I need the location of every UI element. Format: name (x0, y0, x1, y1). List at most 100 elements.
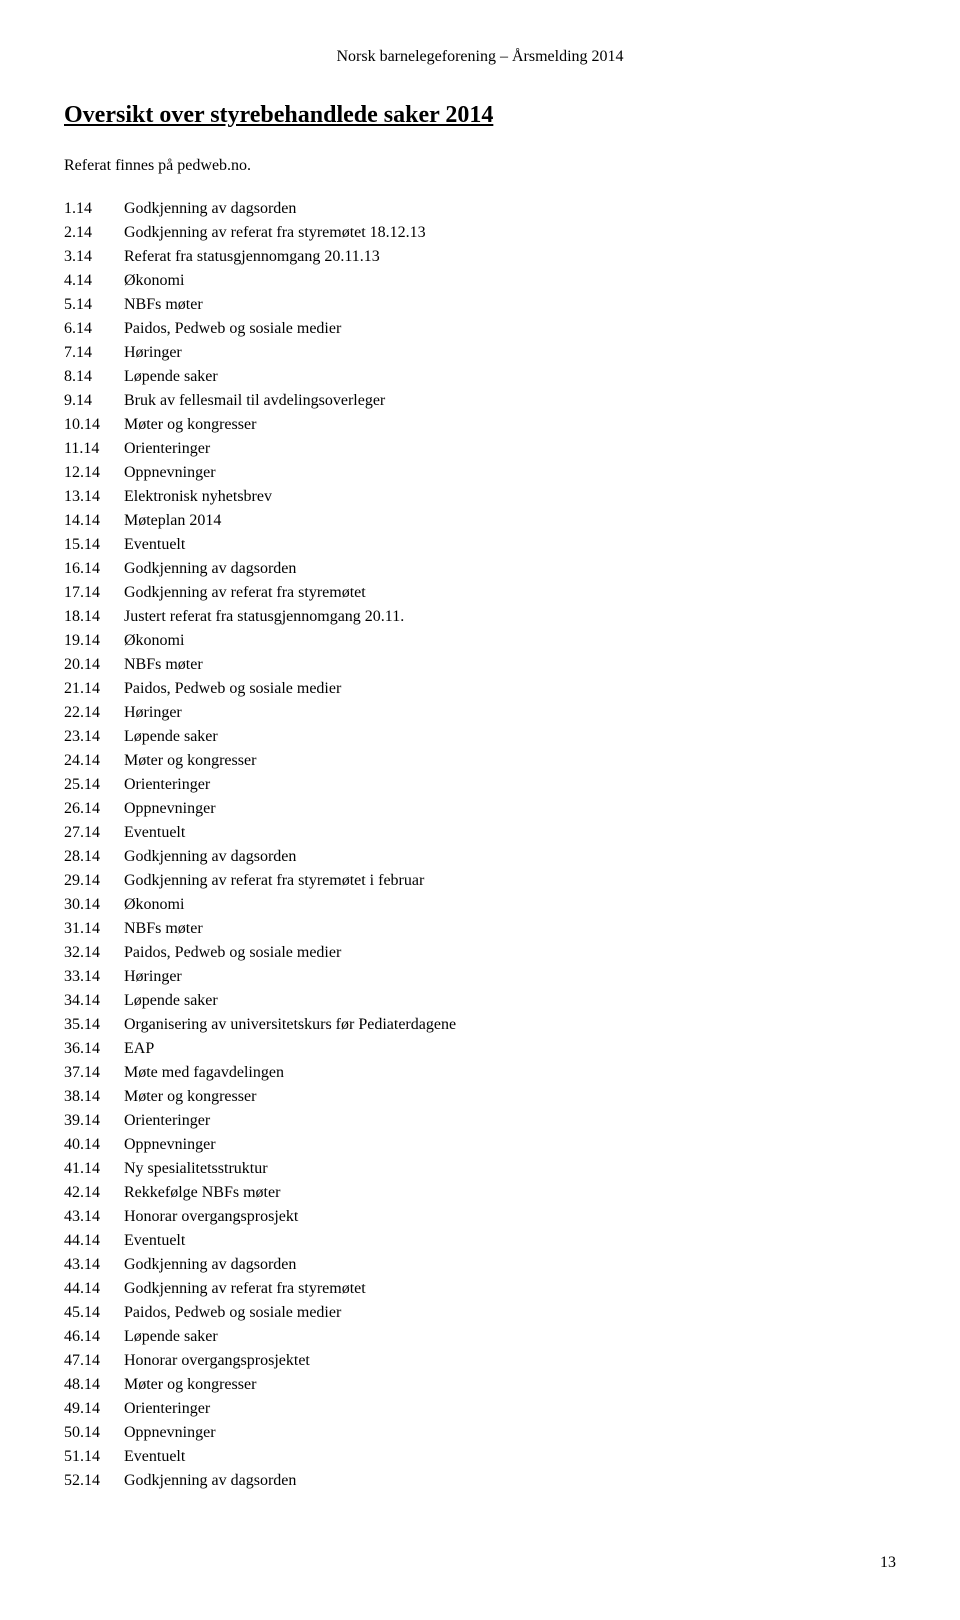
item-text: Eventuelt (124, 533, 896, 557)
list-item: 27.14Eventuelt (64, 821, 896, 845)
list-item: 48.14Møter og kongresser (64, 1373, 896, 1397)
item-number: 15.14 (64, 533, 124, 557)
page-title: Oversikt over styrebehandlede saker 2014 (64, 102, 896, 129)
item-text: Honorar overgangsprosjektet (124, 1349, 896, 1373)
list-item: 23.14Løpende saker (64, 725, 896, 749)
item-number: 33.14 (64, 965, 124, 989)
list-item: 15.14Eventuelt (64, 533, 896, 557)
item-text: Paidos, Pedweb og sosiale medier (124, 1301, 896, 1325)
item-number: 10.14 (64, 413, 124, 437)
item-number: 46.14 (64, 1325, 124, 1349)
item-list: 1.14Godkjenning av dagsorden2.14Godkjenn… (64, 197, 896, 1493)
list-item: 6.14Paidos, Pedweb og sosiale medier (64, 317, 896, 341)
item-text: Godkjenning av dagsorden (124, 1253, 896, 1277)
list-item: 52.14Godkjenning av dagsorden (64, 1469, 896, 1493)
item-number: 50.14 (64, 1421, 124, 1445)
item-text: Løpende saker (124, 725, 896, 749)
item-number: 18.14 (64, 605, 124, 629)
list-item: 47.14Honorar overgangsprosjektet (64, 1349, 896, 1373)
list-item: 36.14EAP (64, 1037, 896, 1061)
item-number: 8.14 (64, 365, 124, 389)
item-number: 4.14 (64, 269, 124, 293)
item-number: 27.14 (64, 821, 124, 845)
item-number: 38.14 (64, 1085, 124, 1109)
item-text: Godkjenning av dagsorden (124, 197, 896, 221)
item-number: 40.14 (64, 1133, 124, 1157)
list-item: 25.14Orienteringer (64, 773, 896, 797)
item-number: 36.14 (64, 1037, 124, 1061)
item-number: 11.14 (64, 437, 124, 461)
item-number: 14.14 (64, 509, 124, 533)
list-item: 46.14Løpende saker (64, 1325, 896, 1349)
item-text: Orienteringer (124, 437, 896, 461)
item-number: 7.14 (64, 341, 124, 365)
item-number: 39.14 (64, 1109, 124, 1133)
list-item: 24.14Møter og kongresser (64, 749, 896, 773)
item-number: 25.14 (64, 773, 124, 797)
item-number: 5.14 (64, 293, 124, 317)
item-text: Elektronisk nyhetsbrev (124, 485, 896, 509)
item-number: 34.14 (64, 989, 124, 1013)
list-item: 31.14NBFs møter (64, 917, 896, 941)
list-item: 39.14Orienteringer (64, 1109, 896, 1133)
item-text: Paidos, Pedweb og sosiale medier (124, 941, 896, 965)
item-text: Honorar overgangsprosjekt (124, 1205, 896, 1229)
item-text: Godkjenning av referat fra styremøtet 18… (124, 221, 896, 245)
item-text: Møteplan 2014 (124, 509, 896, 533)
item-number: 43.14 (64, 1253, 124, 1277)
item-text: Høringer (124, 341, 896, 365)
list-item: 4.14Økonomi (64, 269, 896, 293)
item-number: 20.14 (64, 653, 124, 677)
item-text: Eventuelt (124, 821, 896, 845)
list-item: 10.14Møter og kongresser (64, 413, 896, 437)
item-number: 13.14 (64, 485, 124, 509)
list-item: 22.14Høringer (64, 701, 896, 725)
item-number: 24.14 (64, 749, 124, 773)
list-item: 8.14Løpende saker (64, 365, 896, 389)
list-item: 28.14Godkjenning av dagsorden (64, 845, 896, 869)
item-text: Økonomi (124, 893, 896, 917)
item-text: Oppnevninger (124, 1133, 896, 1157)
list-item: 20.14NBFs møter (64, 653, 896, 677)
item-text: Oppnevninger (124, 461, 896, 485)
item-text: Godkjenning av referat fra styremøtet i … (124, 869, 896, 893)
item-text: Løpende saker (124, 1325, 896, 1349)
page-number: 13 (880, 1554, 896, 1572)
item-number: 19.14 (64, 629, 124, 653)
item-number: 2.14 (64, 221, 124, 245)
list-item: 32.14Paidos, Pedweb og sosiale medier (64, 941, 896, 965)
item-number: 23.14 (64, 725, 124, 749)
item-text: Økonomi (124, 269, 896, 293)
item-number: 17.14 (64, 581, 124, 605)
list-item: 51.14Eventuelt (64, 1445, 896, 1469)
item-number: 22.14 (64, 701, 124, 725)
list-item: 33.14Høringer (64, 965, 896, 989)
list-item: 49.14Orienteringer (64, 1397, 896, 1421)
list-item: 44.14Eventuelt (64, 1229, 896, 1253)
item-text: Høringer (124, 701, 896, 725)
item-text: NBFs møter (124, 917, 896, 941)
item-number: 31.14 (64, 917, 124, 941)
item-text: Møter og kongresser (124, 413, 896, 437)
item-number: 52.14 (64, 1469, 124, 1493)
item-text: Godkjenning av referat fra styremøtet (124, 581, 896, 605)
item-number: 12.14 (64, 461, 124, 485)
item-text: Oppnevninger (124, 797, 896, 821)
list-item: 12.14Oppnevninger (64, 461, 896, 485)
item-text: Orienteringer (124, 773, 896, 797)
item-number: 29.14 (64, 869, 124, 893)
list-item: 41.14Ny spesialitetsstruktur (64, 1157, 896, 1181)
item-number: 9.14 (64, 389, 124, 413)
item-number: 41.14 (64, 1157, 124, 1181)
list-item: 43.14Honorar overgangsprosjekt (64, 1205, 896, 1229)
item-text: Orienteringer (124, 1109, 896, 1133)
list-item: 2.14Godkjenning av referat fra styremøte… (64, 221, 896, 245)
item-text: Godkjenning av dagsorden (124, 845, 896, 869)
item-number: 21.14 (64, 677, 124, 701)
item-text: Referat fra statusgjennomgang 20.11.13 (124, 245, 896, 269)
item-text: Justert referat fra statusgjennomgang 20… (124, 605, 896, 629)
item-number: 43.14 (64, 1205, 124, 1229)
item-number: 26.14 (64, 797, 124, 821)
list-item: 19.14Økonomi (64, 629, 896, 653)
item-text: Møter og kongresser (124, 749, 896, 773)
